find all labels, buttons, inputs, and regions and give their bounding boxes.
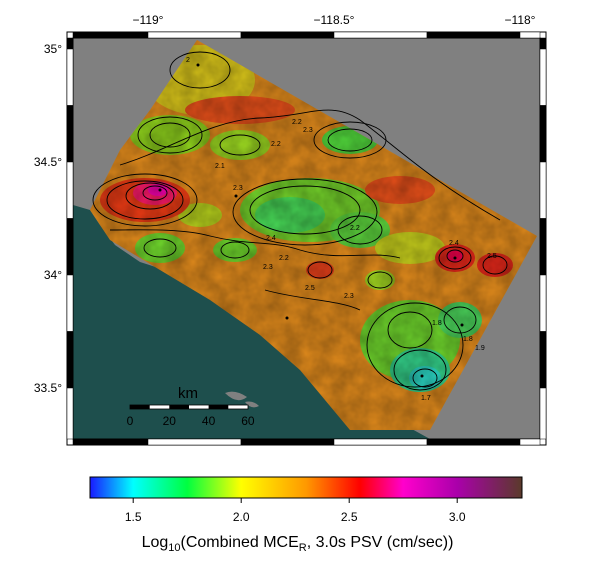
scale-bar: km 0 20 40 60 [127,385,255,428]
scale-tick-label: 60 [241,414,255,428]
frame-segment [539,387,547,440]
contour-label: 2.2 [271,141,281,148]
scale-tick-label: 20 [163,414,177,428]
colorbar-tick-label: 2.0 [233,510,250,524]
frame-segment [66,218,74,276]
scale-tick-label: 40 [202,414,216,428]
contour-label: 2.5 [487,253,497,260]
frame-segment [66,387,74,440]
frame-segment [240,31,335,39]
colorbar-title: Log10(Combined MCER, 3.0s PSV (cm/sec)) [141,534,454,555]
frame-segment [66,274,74,332]
frame-segment [519,438,541,446]
city-markers [158,63,464,378]
frame-segment [333,31,428,39]
frame-segment [519,31,541,39]
scale-unit: km [178,385,198,402]
colorbar-tick-label: 2.5 [341,510,358,524]
frame-segment [72,31,149,39]
contour-label: 2 [186,57,190,64]
contour-label: 2.4 [449,240,459,247]
frame-segment [426,438,521,446]
contour-label: 2.3 [303,127,313,134]
latitude-tick-label: 33.5° [34,381,62,395]
frame-segment [426,31,521,39]
colorbar-ticks: 1.5 2.0 2.5 3.0 [125,498,466,524]
frame-segment [66,331,74,389]
contour-label: 1.7 [421,395,431,402]
island [245,401,259,408]
frame-segment [333,438,428,446]
contour-label: 1.8 [463,336,473,343]
scale-tick-label: 0 [127,414,134,428]
longitude-tick-label: −119° [133,13,164,27]
frame-segment [66,37,74,50]
frame-segment [240,438,335,446]
latitude-tick-label: 34° [44,268,62,282]
colorbar-tick-label: 3.0 [449,510,466,524]
contour-label: 2.1 [215,163,225,170]
contour-label: 2.3 [344,293,354,300]
frame-segment [539,37,547,50]
contour-label: 2.3 [233,185,243,192]
frame-segment [539,105,547,163]
contour-label: 2.2 [279,255,289,262]
frame-segment [539,218,547,276]
island [225,391,247,401]
contour-label: 2.2 [292,119,302,126]
frame-segment [539,161,547,219]
contour-lines [92,51,508,391]
latitude-tick-label: 35° [44,42,62,56]
frame-segment [539,274,547,332]
axis-labels: −119°−118.5°−118°−117.5°−117°35°34.5°34°… [34,13,536,395]
frame-segment [72,438,149,446]
frame-segment [539,331,547,389]
colorbar-tick-label: 1.5 [125,510,142,524]
contour-labels: 22.22.22.32.12.32.42.42.22.32.31.81.81.7… [186,57,497,402]
longitude-tick-label: −118.5° [314,13,355,27]
frame-segment [147,438,242,446]
frame-segment [147,31,242,39]
colorbar [89,476,523,499]
frame-segment [66,105,74,163]
latitude-tick-label: 34.5° [34,155,62,169]
longitude-tick-label: −118° [505,13,536,27]
contour-label: 2.4 [266,235,276,242]
frame-segment [66,161,74,219]
contour-label: 1.9 [475,345,485,352]
contour-label: 1.8 [432,320,442,327]
contour-label: 2.2 [350,225,360,232]
map-frame [66,31,547,446]
contour-label: 2.3 [263,264,273,271]
frame-segment [539,48,547,106]
contour-label: 2.5 [305,285,315,292]
frame-segment [66,48,74,106]
